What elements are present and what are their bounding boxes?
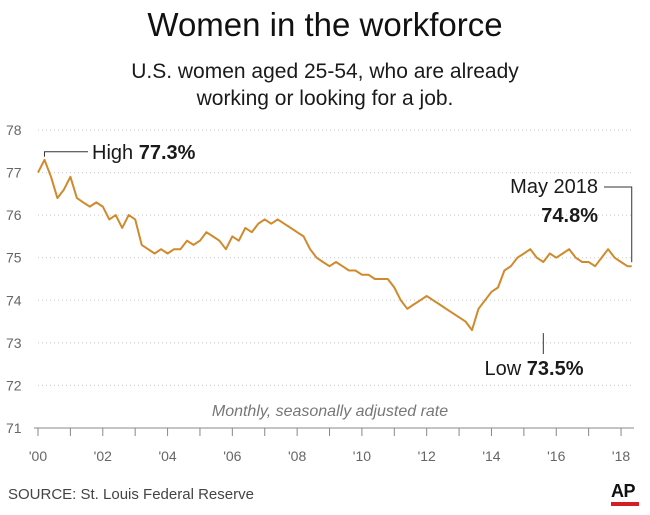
ap-logo-bar bbox=[611, 502, 639, 506]
high-annotation-leader bbox=[43, 151, 88, 157]
x-axis: '00 '02 '04 '06 '08 '10 '12 '14 '16 '18 bbox=[29, 427, 634, 464]
y-tick-label: 73 bbox=[6, 335, 22, 351]
x-tick-label: '08 bbox=[288, 448, 306, 464]
y-axis-ticks: 78 77 76 75 74 73 72 71 bbox=[6, 122, 22, 436]
chart-note: Monthly, seasonally adjusted rate bbox=[212, 403, 448, 420]
source-note: SOURCE: St. Louis Federal Reserve bbox=[8, 486, 254, 503]
y-tick-label: 72 bbox=[6, 377, 22, 393]
y-tick-label: 74 bbox=[6, 292, 22, 308]
chart-subtitle: U.S. women aged 25-54, who are already w… bbox=[75, 58, 575, 112]
low-annotation-label: Low 73.5% bbox=[485, 358, 584, 380]
annotations: High 77.3% Low 73.5% May 2018 74.8% bbox=[43, 142, 633, 380]
latest-annotation-value: 74.8% bbox=[541, 205, 598, 227]
latest-annotation-label: May 2018 bbox=[510, 176, 598, 198]
y-tick-label: 76 bbox=[6, 207, 22, 223]
low-value: 73.5% bbox=[527, 358, 584, 380]
y-tick-label: 78 bbox=[6, 122, 22, 138]
x-tick-label: '10 bbox=[353, 448, 371, 464]
x-tick-label: '00 bbox=[29, 448, 47, 464]
gridlines bbox=[38, 129, 634, 429]
x-tick-label: '18 bbox=[612, 448, 630, 464]
high-value: 77.3% bbox=[139, 142, 196, 164]
x-tick-label: '16 bbox=[547, 448, 565, 464]
series-line bbox=[37, 158, 632, 332]
y-tick-label: 71 bbox=[6, 420, 22, 436]
subtitle-line-2: working or looking for a job. bbox=[196, 87, 454, 110]
y-tick-label: 77 bbox=[6, 165, 22, 181]
y-tick-label: 75 bbox=[6, 250, 22, 266]
x-tick-label: '06 bbox=[223, 448, 241, 464]
x-tick-label: '02 bbox=[94, 448, 112, 464]
chart-title: Women in the workforce bbox=[147, 6, 503, 43]
ap-logo: AP bbox=[611, 481, 636, 501]
x-tick-label: '04 bbox=[158, 448, 176, 464]
x-tick-label: '14 bbox=[482, 448, 500, 464]
high-label: High bbox=[92, 142, 139, 164]
latest-annotation-leader bbox=[604, 186, 633, 263]
low-label: Low bbox=[485, 358, 527, 380]
high-annotation-label: High 77.3% bbox=[92, 142, 196, 164]
x-tick-label: '12 bbox=[418, 448, 436, 464]
subtitle-line-1: U.S. women aged 25-54, who are already bbox=[131, 60, 519, 83]
